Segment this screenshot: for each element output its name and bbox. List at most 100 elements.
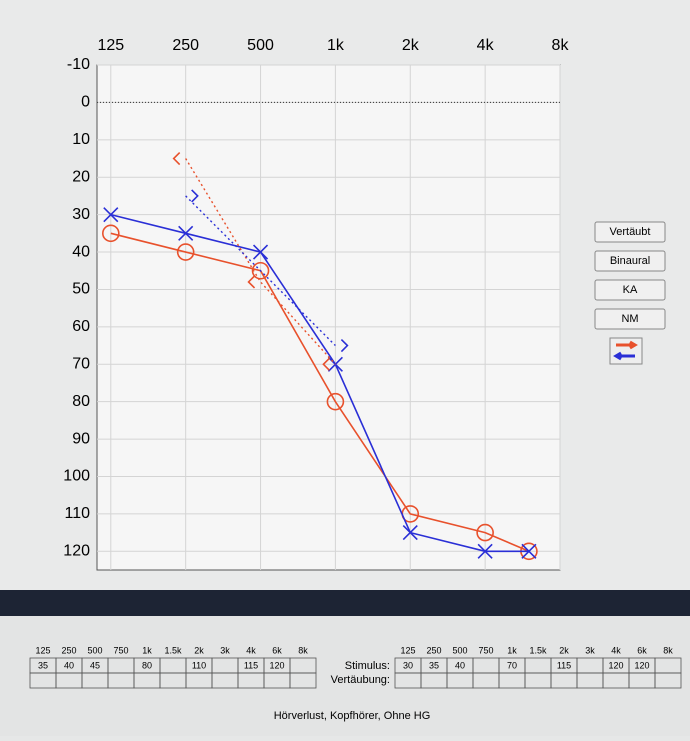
marker-circle xyxy=(326,392,345,411)
table-header: 500 xyxy=(87,645,102,655)
y-tick-label: -10 xyxy=(67,56,90,73)
y-tick-label: 0 xyxy=(81,94,90,111)
button[interactable]: Vertäubt xyxy=(594,221,666,243)
y-tick-label: 60 xyxy=(72,318,90,335)
marker-cross xyxy=(327,356,343,372)
button-label: Vertäubt xyxy=(610,226,651,238)
table-header: 3k xyxy=(585,645,595,655)
table-header: 250 xyxy=(61,645,76,655)
marker-left xyxy=(322,357,330,371)
button-box xyxy=(594,221,666,243)
marker-left xyxy=(172,151,181,166)
footer-area xyxy=(0,616,690,736)
arrow-left xyxy=(613,351,635,361)
x-tick-label: 4k xyxy=(477,37,495,54)
table-value: 120 xyxy=(634,660,649,670)
table-header: 4k xyxy=(611,645,621,655)
direction-button[interactable] xyxy=(609,337,643,365)
table-header: 6k xyxy=(272,645,282,655)
button[interactable]: KA xyxy=(594,279,666,301)
status-text: Hörverlust, Kopfhörer, Ohne HG xyxy=(274,710,431,722)
table-header: 1.5k xyxy=(164,645,182,655)
table-cell xyxy=(654,672,682,689)
table-header: 125 xyxy=(400,645,415,655)
x-tick-label: 500 xyxy=(247,37,274,54)
x-tick-label: 250 xyxy=(172,37,199,54)
y-tick-label: 90 xyxy=(72,430,90,447)
table-header: 750 xyxy=(113,645,128,655)
table-header: 2k xyxy=(194,645,204,655)
table-header: 1.5k xyxy=(529,645,547,655)
table-header: 8k xyxy=(663,645,673,655)
marker-cross xyxy=(521,543,537,559)
y-tick-label: 100 xyxy=(63,468,90,485)
table-value: 120 xyxy=(269,660,284,670)
table-header: 500 xyxy=(452,645,467,655)
x-tick-label: 8k xyxy=(552,37,570,54)
series-line xyxy=(110,232,530,553)
button-box xyxy=(594,308,666,330)
table-value: 70 xyxy=(507,660,517,670)
marker-circle xyxy=(176,243,195,261)
y-tick-label: 40 xyxy=(72,243,90,260)
y-tick-label: 30 xyxy=(72,206,90,223)
button-label: Binaural xyxy=(610,255,650,267)
table-value: 40 xyxy=(455,660,465,670)
table-value: 40 xyxy=(64,660,74,670)
button-box xyxy=(609,337,643,365)
table-cell xyxy=(289,672,317,689)
y-tick-label: 110 xyxy=(64,505,90,522)
button[interactable]: Binaural xyxy=(594,250,666,272)
button-label: NM xyxy=(621,313,638,325)
marker-cross xyxy=(178,225,194,241)
button[interactable]: NM xyxy=(594,308,666,330)
dark-band xyxy=(0,590,690,616)
x-tick-label: 125 xyxy=(97,37,124,54)
y-tick-label: 20 xyxy=(72,168,90,185)
table-header: 125 xyxy=(35,645,50,655)
table-header: 8k xyxy=(298,645,308,655)
row-label: Vertäubung: xyxy=(331,674,390,686)
table-value: 115 xyxy=(244,660,258,670)
table-header: 3k xyxy=(220,645,230,655)
button-box xyxy=(594,279,666,301)
marker-cross xyxy=(477,543,493,559)
table-header: 1k xyxy=(507,645,517,655)
table-value: 30 xyxy=(403,660,413,670)
marker-cross xyxy=(103,207,119,223)
arrow-right xyxy=(616,340,638,350)
y-tick-label: 10 xyxy=(72,131,90,148)
marker-right xyxy=(340,338,349,353)
marker-right xyxy=(191,189,199,203)
marker-cross xyxy=(252,244,269,260)
table-header: 250 xyxy=(426,645,441,655)
y-tick-label: 70 xyxy=(72,355,90,372)
x-tick-label: 2k xyxy=(402,37,420,54)
table-header: 1k xyxy=(142,645,152,655)
row-label: Stimulus: xyxy=(345,660,390,672)
plot-area xyxy=(96,64,561,571)
table-value: 45 xyxy=(90,660,100,670)
marker-circle xyxy=(102,224,120,243)
table-value: 115 xyxy=(557,660,571,670)
table-value: 110 xyxy=(192,660,206,670)
table-header: 2k xyxy=(559,645,569,655)
table-value: 120 xyxy=(608,660,623,670)
y-tick-label: 120 xyxy=(63,543,90,560)
y-tick-label: 80 xyxy=(72,393,90,410)
marker-cross xyxy=(402,525,418,541)
button-box xyxy=(594,250,666,272)
table-header: 4k xyxy=(246,645,256,655)
table-header: 750 xyxy=(478,645,493,655)
marker-circle xyxy=(476,523,494,542)
table-value: 80 xyxy=(142,660,152,670)
marker-circle xyxy=(251,261,270,280)
y-tick-label: 50 xyxy=(72,281,90,298)
table-value: 35 xyxy=(38,660,48,670)
button-label: KA xyxy=(623,284,638,296)
x-tick-label: 1k xyxy=(327,37,345,54)
marker-left xyxy=(247,275,256,289)
table-value: 35 xyxy=(429,660,439,670)
series-line xyxy=(185,195,336,347)
